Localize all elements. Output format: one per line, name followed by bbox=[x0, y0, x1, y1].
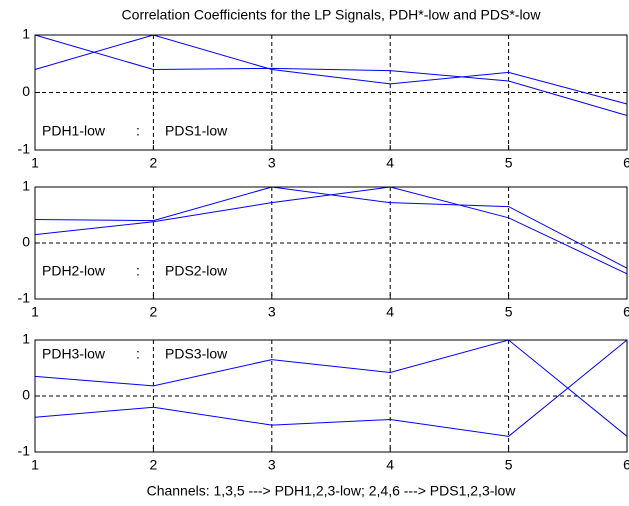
x-tick-label: 1 bbox=[31, 304, 39, 320]
x-tick-label: 5 bbox=[505, 304, 513, 320]
x-tick-label: 6 bbox=[623, 155, 629, 171]
line bbox=[34, 339, 628, 437]
annotation: : bbox=[136, 123, 140, 139]
x-tick-label: 2 bbox=[150, 304, 158, 320]
x-tick-label: 5 bbox=[505, 155, 513, 171]
annotation: PDS2-low bbox=[165, 263, 228, 279]
axes-frame bbox=[34, 34, 628, 151]
x-tick-label: 6 bbox=[623, 304, 629, 320]
line bbox=[34, 339, 628, 437]
x-tick-label: 6 bbox=[623, 457, 629, 473]
y-tick-label: 0 bbox=[22, 234, 30, 250]
annotation: PDS1-low bbox=[165, 123, 228, 139]
y-tick-label: 1 bbox=[22, 26, 30, 42]
line bbox=[34, 34, 628, 116]
x-tick-label: 4 bbox=[386, 304, 394, 320]
annotation: PDH1-low bbox=[42, 123, 106, 139]
y-tick-label: 0 bbox=[22, 83, 30, 99]
annotation: PDH2-low bbox=[42, 263, 106, 279]
chart-title: Correlation Coefficients for the LP Sign… bbox=[122, 7, 542, 23]
x-tick-label: 2 bbox=[150, 457, 158, 473]
x-tick-label: 3 bbox=[268, 155, 276, 171]
axes-frame bbox=[34, 339, 628, 453]
x-tick-label: 3 bbox=[268, 304, 276, 320]
x-tick-label: 4 bbox=[386, 155, 394, 171]
x-tick-label: 3 bbox=[268, 457, 276, 473]
x-tick-label: 5 bbox=[505, 457, 513, 473]
y-tick-label: 1 bbox=[22, 178, 30, 194]
annotation: : bbox=[136, 346, 140, 362]
x-tick-label: 1 bbox=[31, 155, 39, 171]
line bbox=[34, 186, 628, 275]
y-tick-label: -1 bbox=[18, 141, 31, 157]
annotation: PDH3-low bbox=[42, 346, 106, 362]
x-tick-label: 1 bbox=[31, 457, 39, 473]
line bbox=[34, 34, 628, 105]
x-tick-label: 4 bbox=[386, 457, 394, 473]
axes-frame bbox=[34, 186, 628, 300]
y-tick-label: 1 bbox=[22, 331, 30, 347]
line bbox=[34, 186, 628, 269]
y-tick-label: 0 bbox=[22, 387, 30, 403]
x-axis-label: Channels: 1,3,5 ---> PDH1,2,3-low; 2,4,6… bbox=[147, 483, 517, 499]
annotation: PDS3-low bbox=[165, 346, 228, 362]
y-tick-label: -1 bbox=[18, 290, 31, 306]
x-tick-label: 2 bbox=[150, 155, 158, 171]
annotation: : bbox=[136, 263, 140, 279]
y-tick-label: -1 bbox=[18, 443, 31, 459]
